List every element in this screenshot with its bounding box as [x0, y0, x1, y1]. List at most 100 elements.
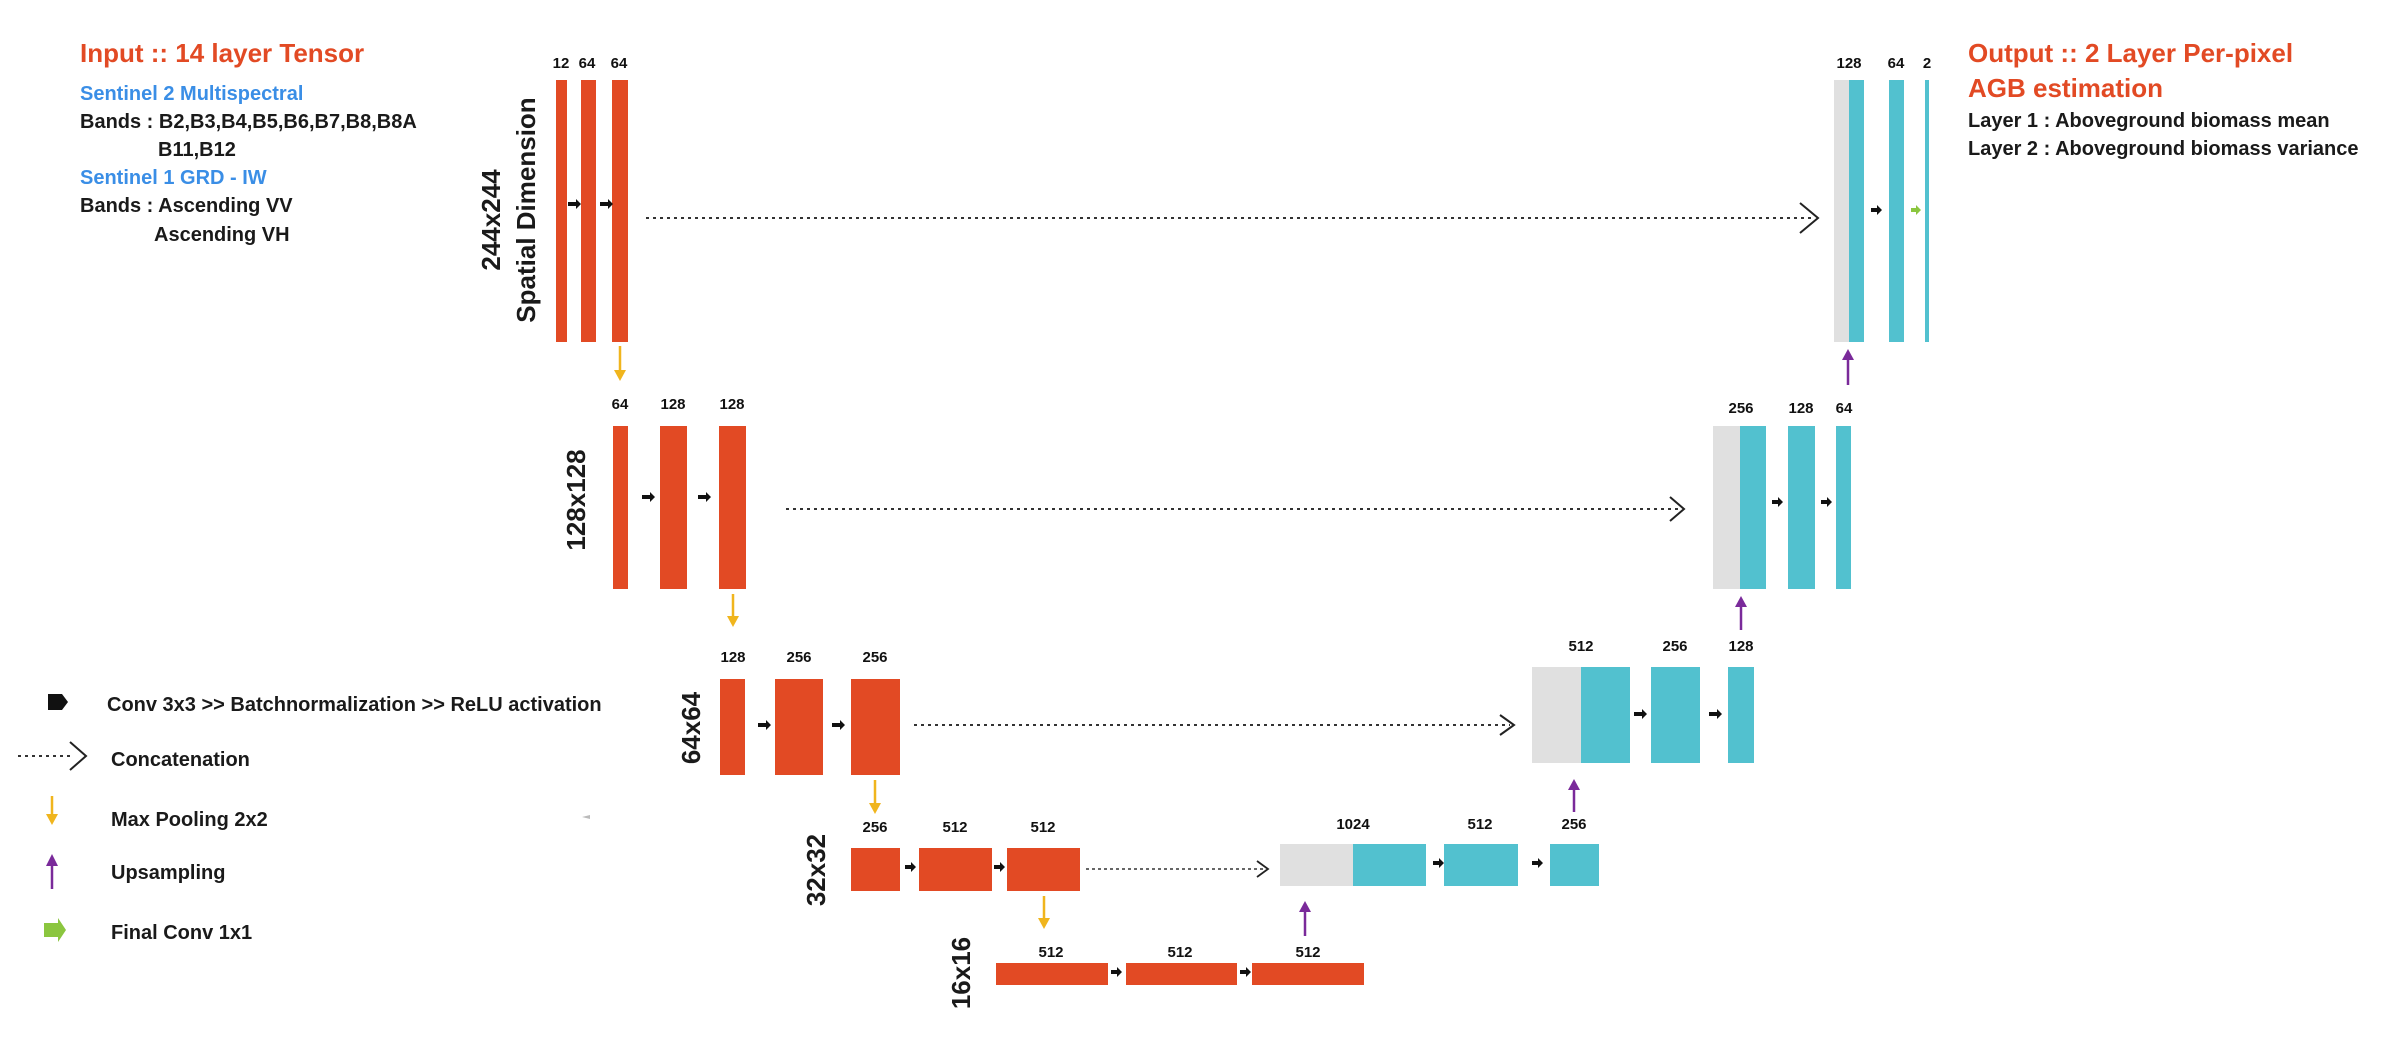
conv-arrow-icon — [1634, 709, 1647, 719]
enc4-block-3 — [1007, 848, 1080, 891]
input-title: Input :: 14 layer Tensor — [80, 38, 364, 68]
conv-arrow-icon — [568, 199, 581, 209]
legend-final-icon — [44, 918, 66, 942]
dec2-label-3: 64 — [1836, 400, 1853, 417]
concat-arrow-icon — [1256, 860, 1270, 878]
enc2-block-2 — [660, 426, 687, 589]
legend-final-label: Final Conv 1x1 — [111, 922, 252, 944]
enc4-label-1: 256 — [862, 819, 887, 836]
dec3-label-1: 512 — [1568, 638, 1593, 655]
legend-pool-icon — [46, 814, 58, 825]
s2-heading: Sentinel 2 Multispectral — [80, 83, 303, 105]
bottleneck-label-3: 512 — [1295, 944, 1320, 961]
bottleneck-label-1: 512 — [1038, 944, 1063, 961]
conv-arrow-icon — [1871, 205, 1882, 215]
dec3-label-3: 128 — [1728, 638, 1753, 655]
legend-upsample-label: Upsampling — [111, 862, 225, 884]
conv-arrow-icon — [905, 862, 916, 872]
dec3-block-2 — [1651, 667, 1700, 763]
dec4-block-3 — [1550, 844, 1599, 886]
conv-arrow-icon — [1532, 858, 1543, 868]
enc3-block-1 — [720, 679, 745, 775]
conv-arrow-icon — [1772, 497, 1783, 507]
upsample-head — [1568, 779, 1580, 790]
bottleneck-label-2: 512 — [1167, 944, 1192, 961]
final-conv-icon — [1911, 205, 1921, 215]
legend-conv-label: Conv 3x3 >> Batchnormalization >> ReLU a… — [107, 694, 602, 716]
bottleneck-block-3 — [1252, 963, 1364, 985]
enc2-label-3: 128 — [719, 396, 744, 413]
dec2-label-2: 128 — [1788, 400, 1813, 417]
dim-label-244: 244x244 — [476, 169, 506, 271]
s2-bands-line2: B11,B12 — [158, 139, 236, 161]
maxpool-head — [727, 616, 739, 627]
dec1-label-1: 128 — [1836, 55, 1861, 72]
enc4-label-3: 512 — [1030, 819, 1055, 836]
dec1-label-2: 64 — [1888, 55, 1905, 72]
enc4-block-2 — [919, 848, 992, 891]
concat-arrow-icon — [1669, 496, 1686, 522]
enc4-block-1 — [851, 848, 900, 891]
conv-arrow-icon — [832, 720, 845, 730]
dec1-block-1 — [1849, 80, 1864, 342]
s1-bands-line1: Bands : Ascending VV — [80, 195, 293, 217]
enc3-label-2: 256 — [786, 649, 811, 666]
dec4-label-2: 512 — [1467, 816, 1492, 833]
enc1-block-2 — [581, 80, 596, 342]
s2-bands-line1: Bands : B2,B3,B4,B5,B6,B7,B8,B8A — [80, 111, 417, 133]
bottleneck-block-2 — [1126, 963, 1237, 985]
upsample-head — [1299, 901, 1311, 912]
enc1-block-3 — [612, 80, 628, 342]
concat-arrow-icon — [1499, 714, 1516, 736]
enc2-block-1 — [613, 426, 628, 589]
output-title-line2: AGB estimation — [1968, 73, 2163, 103]
dec4-concat-block — [1280, 844, 1353, 886]
dec4-block-1 — [1353, 844, 1426, 886]
conv-arrow-icon — [698, 492, 711, 502]
enc2-label-2: 128 — [660, 396, 685, 413]
enc1-label-1: 12 — [553, 55, 570, 72]
output-title-line1: Output :: 2 Layer Per-pixel — [1968, 38, 2293, 68]
upsample-head — [1735, 596, 1747, 607]
enc3-label-3: 256 — [862, 649, 887, 666]
conv-arrow-icon — [758, 720, 771, 730]
dec4-label-1: 1024 — [1336, 816, 1370, 833]
conv-arrow-icon — [1240, 967, 1251, 977]
dec1-label-3: 2 — [1923, 55, 1931, 72]
dec4-label-3: 256 — [1561, 816, 1586, 833]
dec2-block-2 — [1788, 426, 1815, 589]
conv-arrow-icon — [1709, 709, 1722, 719]
s1-heading: Sentinel 1 GRD - IW — [80, 167, 267, 189]
stray-mark — [582, 815, 590, 819]
dim-label-32: 32x32 — [801, 834, 831, 906]
enc2-label-1: 64 — [612, 396, 629, 413]
dec2-label-1: 256 — [1728, 400, 1753, 417]
concat-arrow-icon — [1799, 202, 1820, 234]
conv-arrow-icon — [994, 862, 1005, 872]
dec1-output-block — [1925, 80, 1929, 342]
dec2-block-3 — [1836, 426, 1851, 589]
dec2-block-1 — [1740, 426, 1766, 589]
enc4-label-2: 512 — [942, 819, 967, 836]
conv-arrow-icon — [1111, 967, 1122, 977]
enc3-block-2 — [775, 679, 823, 775]
s1-bands-line2: Ascending VH — [154, 224, 290, 246]
output-layer1: Layer 1 : Aboveground biomass mean — [1968, 110, 2330, 132]
dim-label-16: 16x16 — [946, 937, 976, 1009]
dim-label-spatial: Spatial Dimension — [511, 97, 541, 322]
legend-pool-label: Max Pooling 2x2 — [111, 809, 268, 831]
legend-concat-label: Concatenation — [111, 749, 250, 771]
upsample-head — [1842, 349, 1854, 360]
conv-arrow-icon — [600, 199, 613, 209]
dec3-block-3 — [1728, 667, 1754, 763]
enc3-label-1: 128 — [720, 649, 745, 666]
dec1-block-2 — [1889, 80, 1904, 342]
dec3-block-1 — [1581, 667, 1630, 763]
dec1-concat-block — [1834, 80, 1849, 342]
dec2-concat-block — [1713, 426, 1740, 589]
enc3-block-3 — [851, 679, 900, 775]
dec3-concat-block — [1532, 667, 1581, 763]
conv-arrow-icon — [642, 492, 655, 502]
maxpool-head — [614, 370, 626, 381]
